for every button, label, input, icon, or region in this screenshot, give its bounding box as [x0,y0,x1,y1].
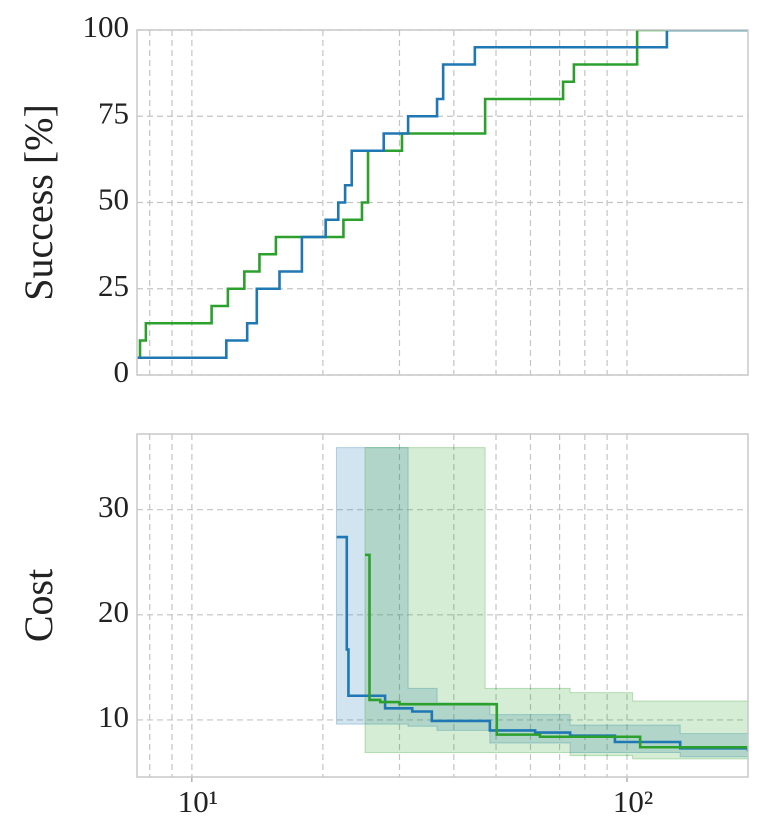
data-line [365,553,748,749]
axes-frame [136,29,749,376]
y-tick-label: 25 [98,268,129,303]
y-tick-label: 50 [98,182,129,217]
y-tick-label: 30 [98,489,129,524]
data-line [137,30,748,360]
data-line [137,30,748,360]
y-axis-label: Cost [16,569,61,642]
confidence-band [364,447,748,761]
y-tick-label: 0 [114,354,130,389]
plot-area [336,447,748,761]
y-tick-label: 20 [98,594,129,629]
y-axis-label: Success [%] [16,104,61,301]
x-tick-label: 10¹ [178,784,218,819]
axes-frame [136,433,749,778]
data-line [336,535,748,752]
y-tick-label: 75 [98,95,129,130]
y-tick-label: 100 [83,9,130,44]
subplot: 0 25 50 75 100 Success [%] [16,9,749,389]
y-tick-label: 10 [98,699,129,734]
plot-area [137,30,748,360]
x-tick-label: 10² [613,784,653,819]
subplot: 10 20 30 10¹ 10² Cost [16,433,749,819]
